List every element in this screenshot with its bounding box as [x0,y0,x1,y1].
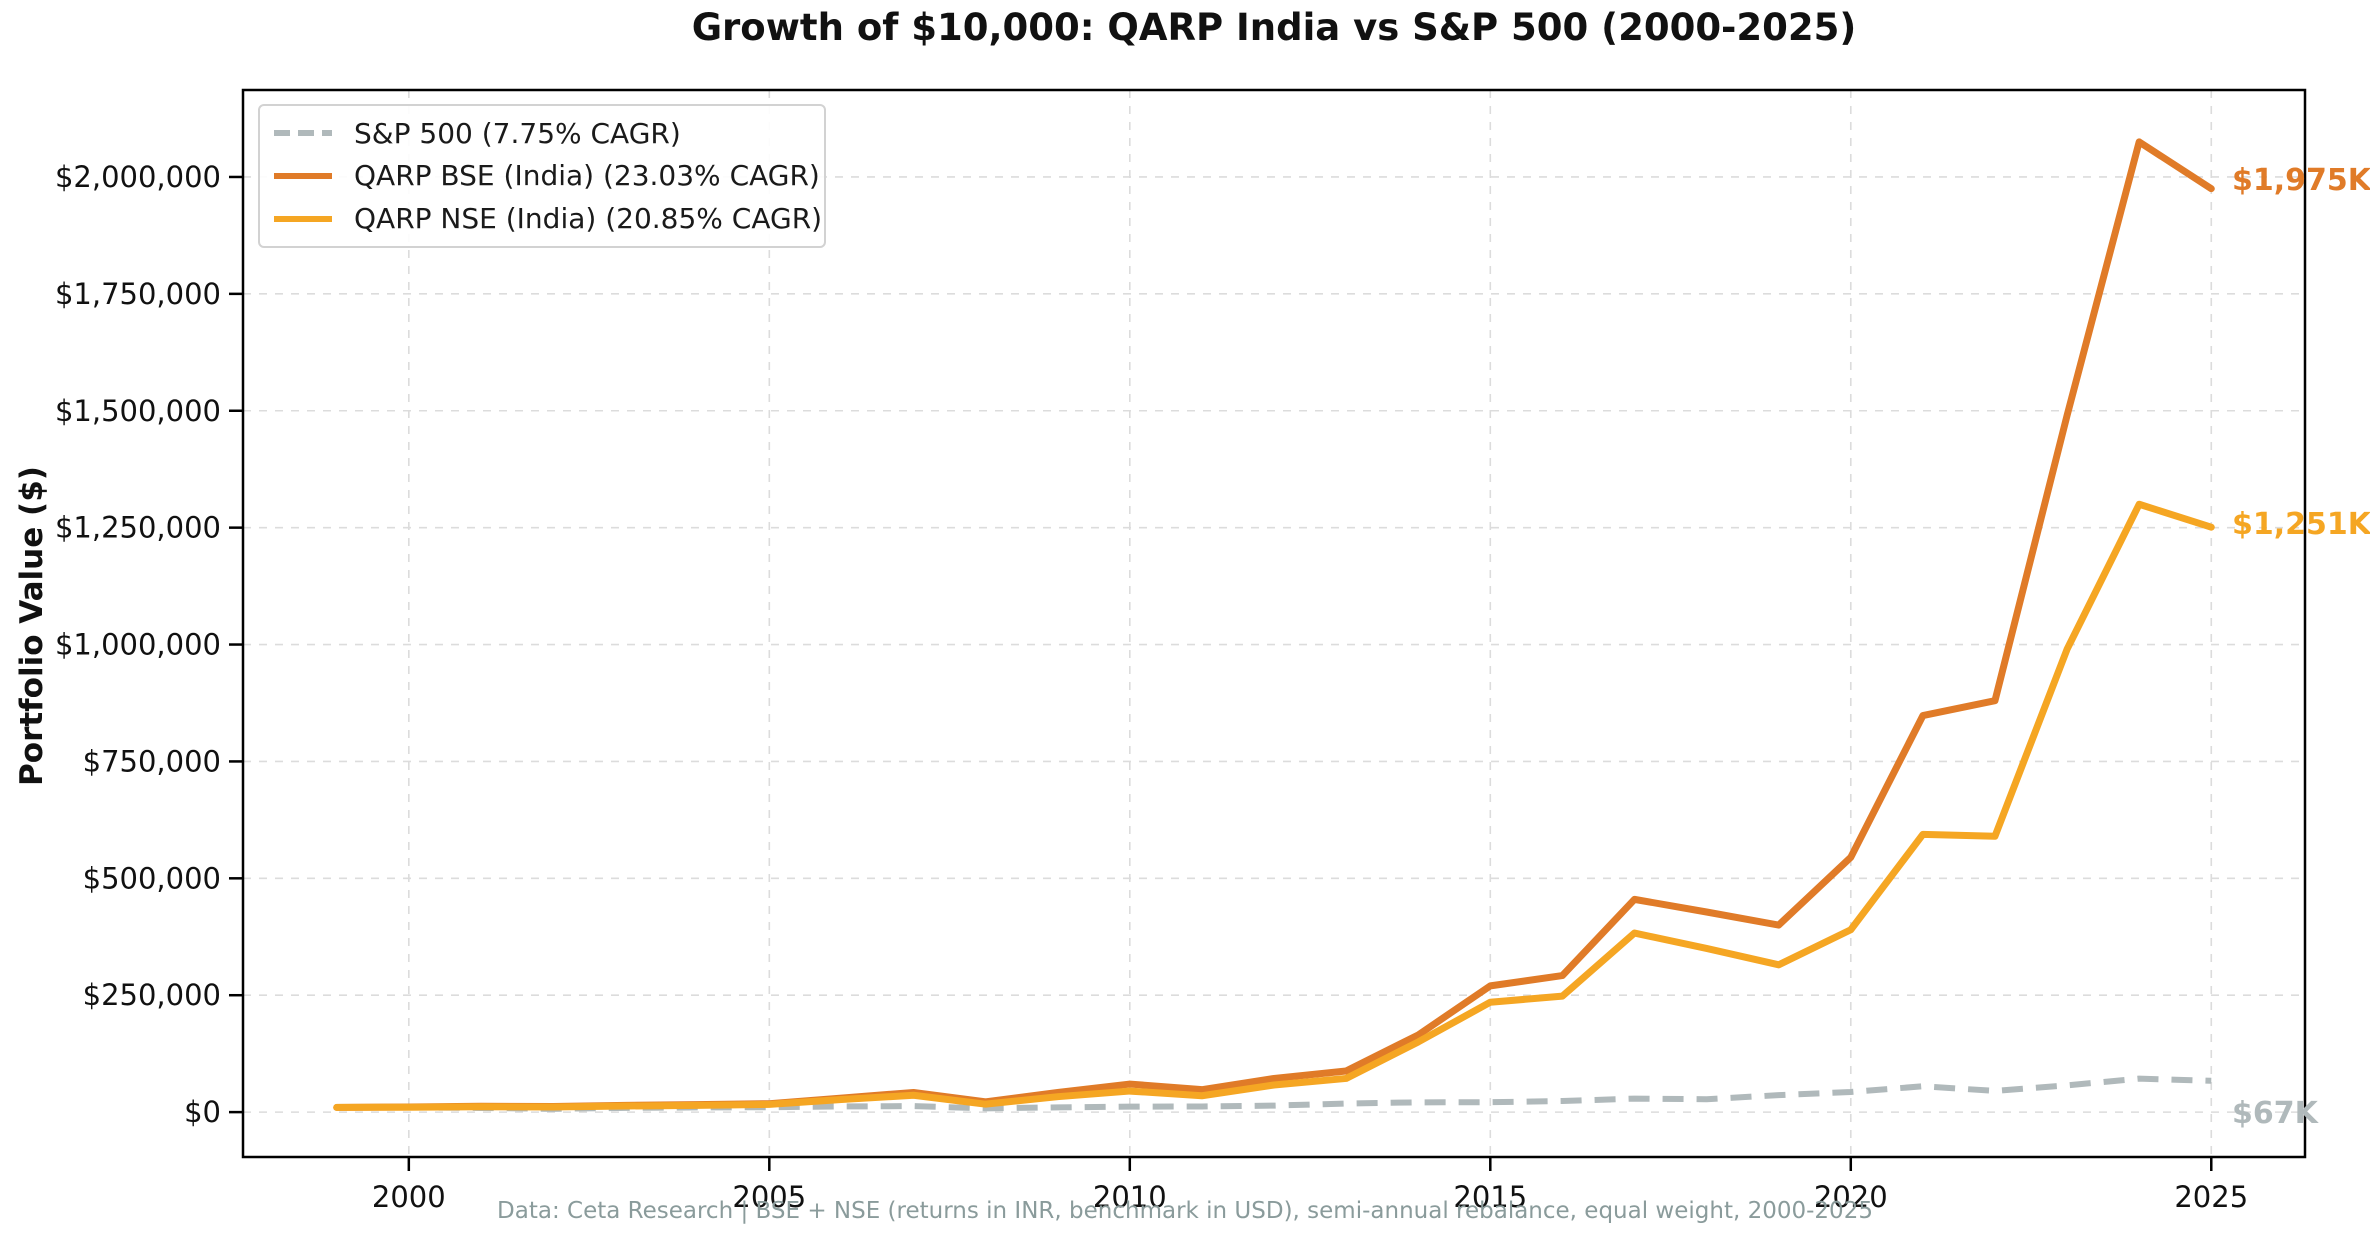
svg-text:2010: 2010 [1093,1180,1167,1214]
end-label-qarp-bse: $1,975K [2232,163,2370,198]
svg-text:$1,500,000: $1,500,000 [55,394,221,428]
chart-title: Growth of $10,000: QARP India vs S&P 500… [691,6,1857,49]
sp500-line-swatch-icon [274,130,332,137]
end-label-qarp-nse: $1,251K [2232,507,2370,542]
svg-text:2005: 2005 [732,1180,806,1214]
svg-text:2015: 2015 [1453,1180,1527,1214]
svg-text:$2,000,000: $2,000,000 [55,160,221,194]
qarp-nse-line-swatch-icon [274,215,332,222]
svg-text:2000: 2000 [372,1180,446,1214]
legend-label-sp500: S&P 500 (7.75% CAGR) [354,116,681,150]
svg-text:$500,000: $500,000 [83,861,221,895]
svg-text:2020: 2020 [1814,1180,1888,1214]
svg-text:$1,000,000: $1,000,000 [55,628,221,662]
legend-label-qarp-bse: QARP BSE (India) (23.03% CAGR) [354,159,820,193]
legend-item-sp500: S&P 500 (7.75% CAGR) [274,113,810,153]
svg-text:$250,000: $250,000 [83,978,221,1012]
svg-text:$1,250,000: $1,250,000 [55,511,221,545]
footer-note: Data: Ceta Research | BSE + NSE (returns… [497,1198,1873,1224]
svg-text:$1,750,000: $1,750,000 [55,277,221,311]
legend-label-qarp-nse: QARP NSE (India) (20.85% CAGR) [354,202,823,236]
svg-text:$750,000: $750,000 [83,744,221,778]
svg-text:2025: 2025 [2174,1180,2248,1214]
legend-item-qarp-bse: QARP BSE (India) (23.03% CAGR) [274,156,820,196]
end-label-sp500: $67K [2232,1096,2318,1131]
svg-text:$0: $0 [184,1095,221,1129]
legend-item-qarp-nse: QARP NSE (India) (20.85% CAGR) [274,199,822,239]
legend: S&P 500 (7.75% CAGR) QARP BSE (India) (2… [258,104,826,248]
qarp-bse-line-swatch-icon [274,172,332,179]
